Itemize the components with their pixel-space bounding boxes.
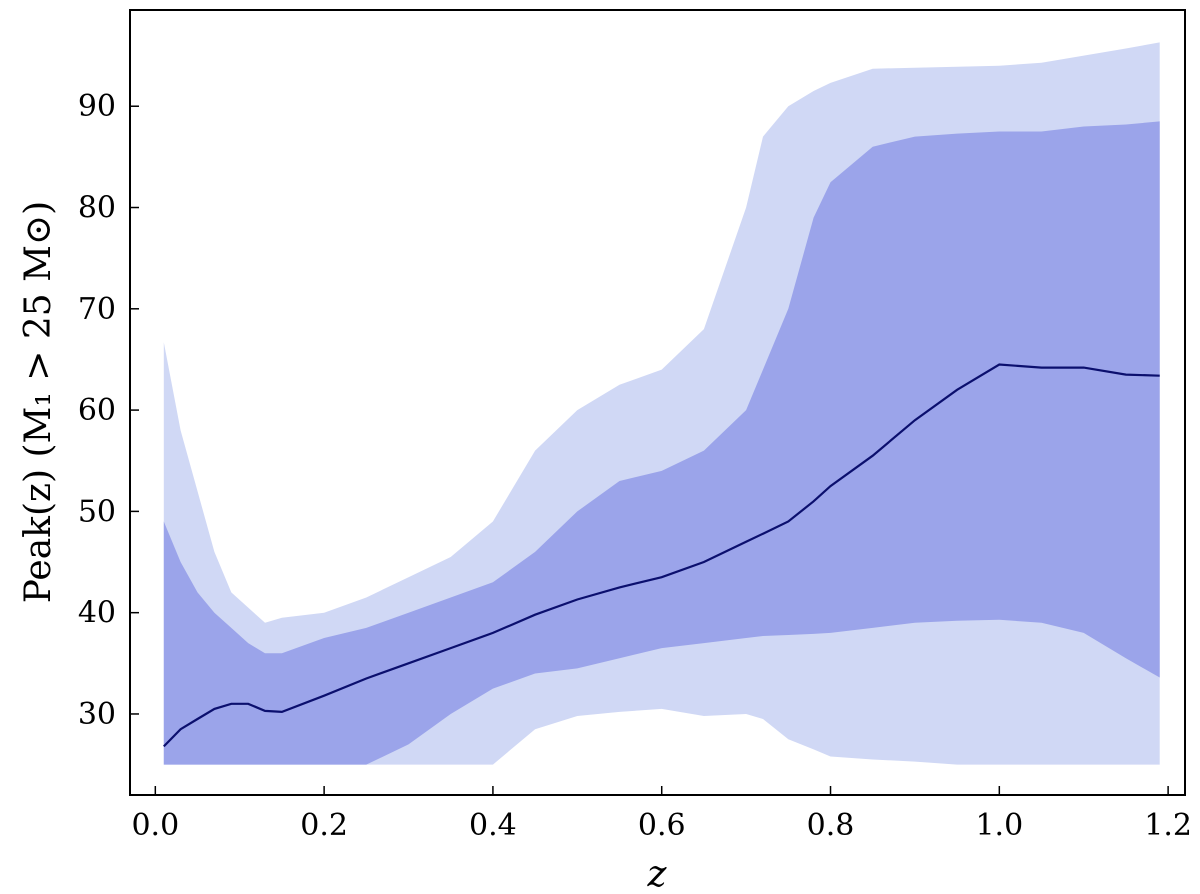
y-tick-label: 90 xyxy=(78,89,116,124)
median-line xyxy=(163,363,1160,748)
x-tick-label: 0.4 xyxy=(469,808,517,843)
plot-area xyxy=(163,42,1160,765)
x-tick-label: 1.2 xyxy=(1144,808,1192,843)
x-tick-label: 0.6 xyxy=(638,808,686,843)
y-axis-label: Peak(z) (M₁ > 25 M⊙) xyxy=(18,201,59,603)
y-tick-label: 70 xyxy=(78,292,116,327)
y-tick-label: 30 xyxy=(78,697,116,732)
y-tick-label: 40 xyxy=(78,596,116,631)
x-tick-label: 0.8 xyxy=(807,808,855,843)
y-axis-ticks: 30 40 50 60 70 80 90 xyxy=(78,89,139,732)
x-tick-label: 1.0 xyxy=(975,808,1023,843)
y-tick-label: 50 xyxy=(78,494,116,529)
x-tick-label: 0.0 xyxy=(131,808,179,843)
x-tick-label: 0.2 xyxy=(300,808,348,843)
x-axis-label: z xyxy=(647,854,668,894)
x-axis-ticks: 0.0 0.2 0.4 0.6 0.8 1.0 1.2 xyxy=(131,786,1192,843)
axes-frame xyxy=(129,9,1186,796)
y-tick-label: 60 xyxy=(78,393,116,428)
y-tick-label: 80 xyxy=(78,191,116,226)
inner-band xyxy=(163,121,1160,765)
